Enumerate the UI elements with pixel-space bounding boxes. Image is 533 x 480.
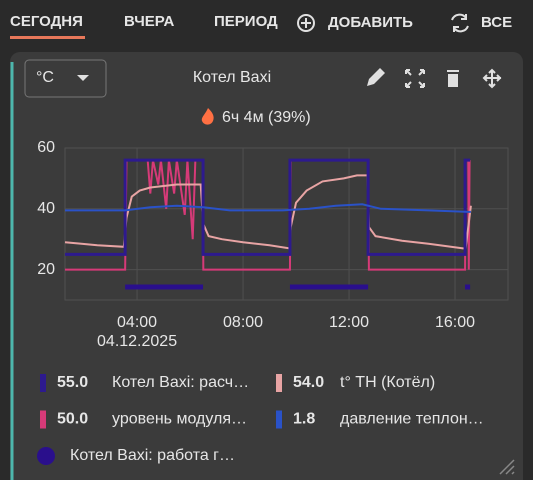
legend-value: 1.8	[293, 411, 315, 428]
y-tick-label: 40	[37, 200, 55, 217]
all-button[interactable]: ВСЕ	[481, 14, 512, 31]
series-line	[64, 174, 472, 250]
refresh-icon[interactable]	[451, 13, 469, 33]
add-icon[interactable]	[297, 14, 315, 32]
legend-marker	[40, 410, 46, 429]
flame-icon	[201, 108, 214, 125]
x-tick-label: 08:00	[223, 314, 263, 331]
tab[interactable]: ПЕРИОД	[214, 13, 278, 30]
tab[interactable]: СЕГОДНЯ	[10, 13, 83, 30]
fullscreen-icon[interactable]	[405, 69, 425, 88]
legend-marker	[37, 447, 55, 465]
x-tick-label: 04:00	[117, 314, 157, 331]
legend-name: t° ТН (Котёл)	[340, 374, 435, 391]
legend-marker	[40, 374, 46, 392]
legend-marker	[276, 410, 282, 429]
tab[interactable]: ВЧЕРА	[124, 13, 174, 30]
add-button[interactable]: ДОБАВИТЬ	[328, 14, 413, 31]
delete-icon[interactable]	[447, 70, 459, 87]
legend-value: 55.0	[57, 374, 88, 391]
legend-marker	[276, 374, 282, 392]
unit-label: °C	[36, 69, 54, 86]
y-tick-label: 20	[37, 261, 55, 278]
unit-select[interactable]	[24, 59, 107, 98]
legend-name: уровень модуля…	[112, 411, 247, 428]
x-tick-label: 12:00	[329, 314, 369, 331]
legend-name: давление теплон…	[340, 411, 484, 428]
chart: 20 40 60 04:00 08:00 12:00 16:00 04.12.2025 55.0…	[37, 139, 509, 465]
series-line	[65, 158, 471, 256]
series-line	[65, 203, 471, 213]
summary: 6ч 4м (39%)	[222, 109, 311, 126]
x-tick-label: 16:00	[435, 314, 475, 331]
dropdown-arrow	[77, 75, 89, 81]
date-label: 04.12.2025	[97, 333, 177, 350]
legend-name: Котел Baxi: расч…	[112, 374, 249, 391]
legend-value: 54.0	[293, 374, 324, 391]
card-title: Котел Baxi	[193, 69, 271, 86]
edit-icon[interactable]	[367, 68, 385, 86]
move-icon[interactable]	[482, 68, 502, 89]
tab-indicator	[10, 36, 85, 39]
legend-name: Котел Baxi: работа г…	[70, 447, 235, 464]
resize-grip	[499, 459, 515, 475]
legend-value: 50.0	[57, 411, 88, 428]
y-tick-label: 60	[37, 139, 55, 156]
